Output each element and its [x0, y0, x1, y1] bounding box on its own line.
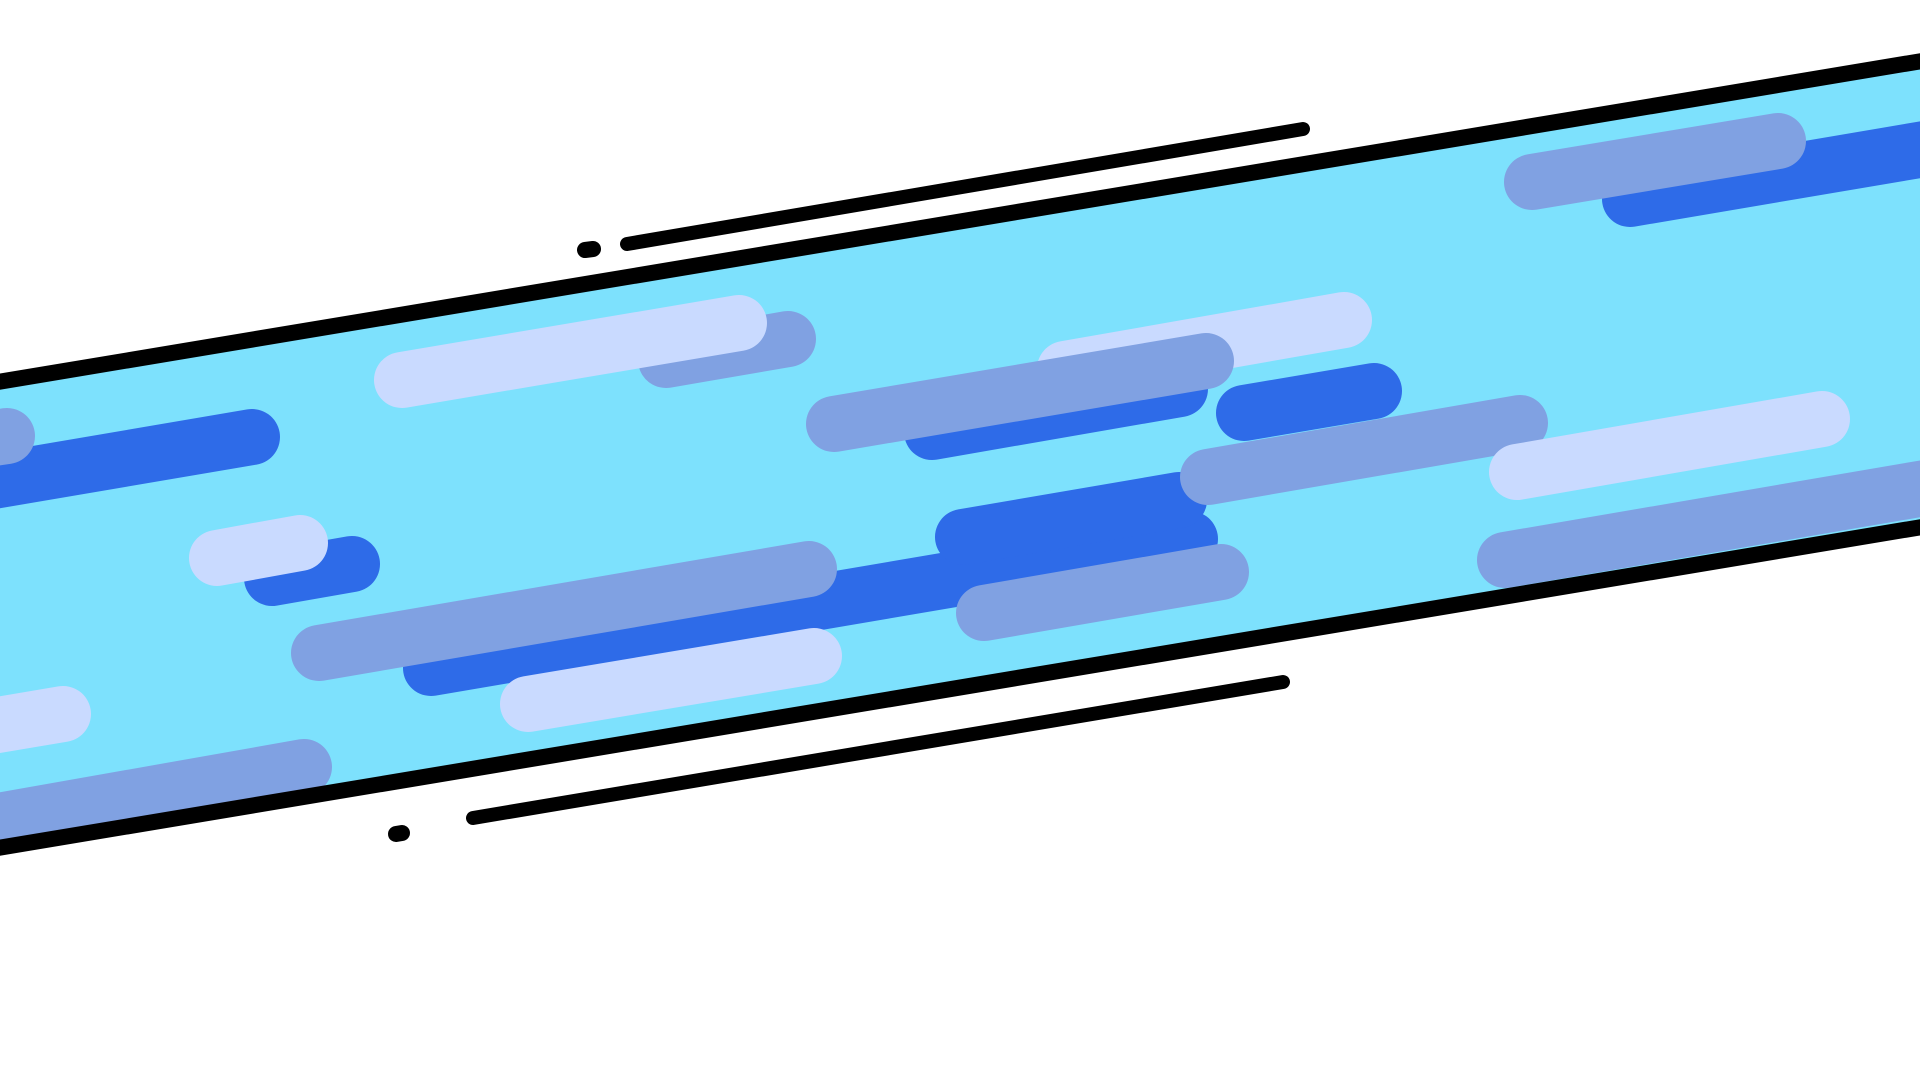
speed-lines — [388, 122, 1310, 842]
stripe-mid-14 — [291, 541, 837, 681]
stripe-light-6 — [374, 295, 767, 408]
stripe-mid-9 — [806, 333, 1234, 452]
stripe-light-18 — [1489, 391, 1850, 500]
stripe-light-12 — [189, 515, 328, 586]
stripe-mid-2 — [1504, 113, 1806, 210]
band-border-lines — [0, 53, 1920, 856]
stripe-group — [0, 113, 1920, 850]
stripe-dark-13 — [403, 511, 1218, 696]
motion-dot-bottom — [388, 825, 410, 842]
stripe-mid-19 — [956, 544, 1249, 641]
stripe-dark-10 — [1216, 363, 1402, 441]
stripe-mid-17 — [1180, 395, 1548, 505]
stripe-light-21 — [0, 686, 91, 754]
band-bottom-border — [0, 519, 1920, 856]
motion-dot-top — [577, 241, 601, 258]
stripe-dark-11 — [244, 536, 380, 606]
stripe-dark-1 — [1602, 121, 1920, 227]
stripe-light-15 — [500, 628, 842, 732]
stripe-dark-16 — [935, 472, 1207, 565]
stripe-mid-4 — [0, 408, 35, 466]
band-top-border — [0, 53, 1920, 390]
stripe-dark-3 — [0, 409, 280, 509]
stripe-mid-22 — [0, 739, 332, 850]
stripe-mid-20 — [1477, 460, 1920, 588]
speed-line-bottom — [466, 675, 1290, 825]
speed-line-top — [620, 122, 1310, 251]
